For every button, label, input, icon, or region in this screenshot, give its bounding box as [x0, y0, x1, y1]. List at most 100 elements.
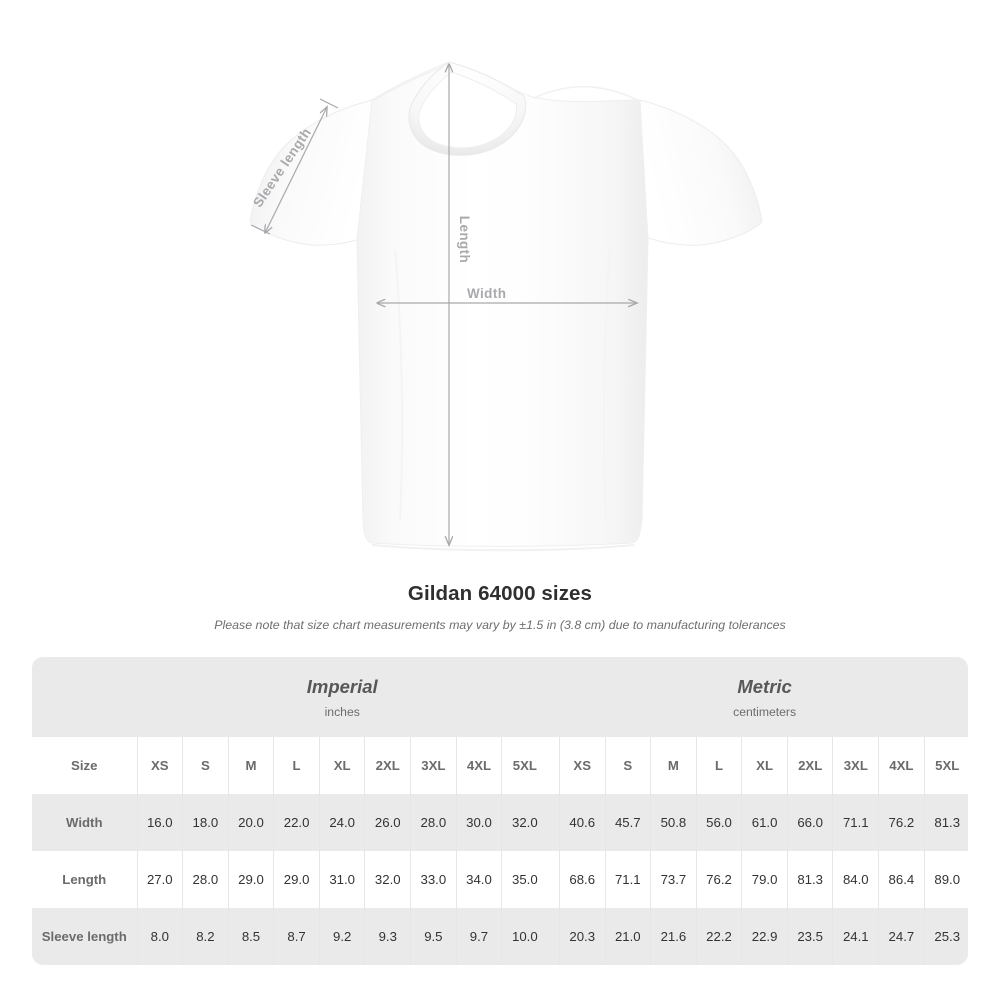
unit-header-metric: Metric centimeters [559, 657, 968, 737]
size-chart-table-wrapper: Imperial inches Metric centimeters Size XS S M L… [32, 657, 968, 965]
cell-width-imperial-xl: 24.0 [318, 794, 365, 851]
size-header-3xl: 3XL [410, 737, 457, 794]
double-arrow-diagonal-icon [250, 98, 339, 234]
cell-width-metric-4xl: 76.2 [878, 794, 925, 851]
table-row: Sleeve length 8.0 8.2 8.5 8.7 9.2 9.3 9.5 9.7 10.… [32, 908, 968, 965]
size-column-header: Size [32, 737, 137, 794]
cell-length-metric-xs: 68.6 [558, 851, 606, 908]
cell-width-imperial-xs: 16.0 [136, 794, 183, 851]
cell-length-imperial-xl: 31.0 [318, 851, 365, 908]
cell-width-metric-3xl: 71.1 [832, 794, 879, 851]
cell-length-metric-2xl: 81.3 [786, 851, 833, 908]
cell-width-imperial-s: 18.0 [182, 794, 229, 851]
cell-width-metric-l: 56.0 [695, 794, 742, 851]
size-header-m: M [227, 737, 274, 794]
cell-width-metric-s: 45.7 [604, 794, 651, 851]
page-title: Gildan 64000 sizes [407, 582, 593, 605]
cell-sleeve-length-imperial-4xl: 9.7 [455, 908, 502, 965]
unit-banner-row: Imperial inches Metric centimeters [32, 657, 968, 737]
length-label: Length [457, 215, 473, 264]
cell-length-metric-4xl: 86.4 [878, 851, 925, 908]
row-label: Width [32, 794, 137, 851]
cell-length-imperial-xs: 27.0 [136, 851, 183, 908]
cell-width-metric-m: 50.8 [650, 794, 697, 851]
row-label: Length [32, 851, 137, 908]
size-header-4xl: 4XL [878, 737, 925, 794]
size-header-2xl: 2XL [786, 737, 833, 794]
cell-length-imperial-3xl: 33.0 [410, 851, 457, 908]
cell-width-metric-xl: 61.0 [741, 794, 788, 851]
size-header-xs: XS [136, 737, 183, 794]
cell-sleeve-length-imperial-xs: 8.0 [136, 908, 183, 965]
unit-header-imperial: Imperial inches [137, 657, 548, 737]
size-header-s: S [604, 737, 651, 794]
cell-sleeve-length-metric-5xl: 25.3 [923, 908, 968, 965]
size-header-m: M [650, 737, 697, 794]
cell-length-metric-l: 76.2 [695, 851, 742, 908]
cell-length-imperial-l: 29.0 [273, 851, 320, 908]
size-header-row: Size XS S M L XL 2XL 3XL 4XL 5XL XS S M L XL 2XL 3XL 4XL 5… [32, 737, 968, 794]
cell-length-metric-3xl: 84.0 [832, 851, 879, 908]
unit-banner-spacer [32, 657, 137, 737]
unit-gap-cell [547, 794, 560, 851]
width-label: Width [467, 286, 507, 301]
cell-sleeve-length-metric-4xl: 24.7 [878, 908, 925, 965]
cell-length-metric-5xl: 89.0 [923, 851, 968, 908]
cell-width-metric-2xl: 66.0 [786, 794, 833, 851]
chart-caption: Gildan 64000 sizes Please note that size… [0, 582, 1000, 632]
cell-length-imperial-5xl: 35.0 [501, 851, 548, 908]
size-chart-table: Imperial inches Metric centimeters Size XS S M L… [32, 657, 968, 965]
cell-length-imperial-m: 29.0 [227, 851, 274, 908]
cell-sleeve-length-metric-m: 21.6 [650, 908, 697, 965]
cell-sleeve-length-metric-l: 22.2 [695, 908, 742, 965]
table-row: Length 27.0 28.0 29.0 29.0 31.0 32.0 33.0 34.0 35… [32, 851, 968, 908]
cell-sleeve-length-imperial-m: 8.5 [227, 908, 274, 965]
cell-length-imperial-2xl: 32.0 [364, 851, 411, 908]
cell-sleeve-length-imperial-2xl: 9.3 [364, 908, 411, 965]
unit-subtitle: centimeters [733, 704, 797, 719]
cell-sleeve-length-imperial-3xl: 9.5 [410, 908, 457, 965]
size-header-xl: XL [318, 737, 365, 794]
cell-length-metric-s: 71.1 [604, 851, 651, 908]
cell-sleeve-length-imperial-l: 8.7 [273, 908, 320, 965]
cell-sleeve-length-metric-2xl: 23.5 [786, 908, 833, 965]
size-header-l: L [273, 737, 320, 794]
cell-length-metric-m: 73.7 [650, 851, 697, 908]
cell-sleeve-length-imperial-xl: 9.2 [318, 908, 365, 965]
unit-gap-cell [547, 851, 560, 908]
unit-subtitle: inches [324, 704, 360, 719]
table-row: Width 16.0 18.0 20.0 22.0 24.0 26.0 28.0 30.0 32.… [32, 794, 968, 851]
tshirt-illustration-icon [249, 61, 763, 552]
unit-name: Metric [737, 675, 792, 697]
cell-width-imperial-m: 20.0 [227, 794, 274, 851]
size-header-2xl: 2XL [364, 737, 411, 794]
cell-sleeve-length-imperial-s: 8.2 [182, 908, 229, 965]
cell-sleeve-length-metric-s: 21.0 [604, 908, 651, 965]
cell-length-imperial-4xl: 34.0 [455, 851, 502, 908]
cell-sleeve-length-metric-3xl: 24.1 [832, 908, 879, 965]
size-header-l: L [695, 737, 742, 794]
cell-sleeve-length-metric-xs: 20.3 [558, 908, 606, 965]
cell-sleeve-length-imperial-5xl: 10.0 [501, 908, 548, 965]
size-header-xl: XL [741, 737, 788, 794]
cell-length-metric-xl: 79.0 [741, 851, 788, 908]
cell-width-imperial-4xl: 30.0 [455, 794, 502, 851]
cell-sleeve-length-metric-xl: 22.9 [741, 908, 788, 965]
unit-gap-cell [547, 737, 560, 794]
cell-width-imperial-3xl: 28.0 [410, 794, 457, 851]
size-header-5xl: 5XL [501, 737, 548, 794]
cell-length-imperial-s: 28.0 [182, 851, 229, 908]
cell-width-imperial-l: 22.0 [273, 794, 320, 851]
cell-width-imperial-5xl: 32.0 [501, 794, 548, 851]
unit-gap-cell [547, 908, 560, 965]
cell-width-imperial-2xl: 26.0 [364, 794, 411, 851]
tshirt-illustration: Sleeve length Length Width [249, 61, 763, 552]
cell-width-metric-xs: 40.6 [558, 794, 606, 851]
cell-width-metric-5xl: 81.3 [923, 794, 968, 851]
size-header-5xl: 5XL [923, 737, 968, 794]
unit-name: Imperial [306, 675, 378, 697]
size-header-3xl: 3XL [832, 737, 879, 794]
row-label: Sleeve length [32, 908, 137, 965]
unit-gap-cell [547, 657, 560, 737]
size-header-4xl: 4XL [455, 737, 502, 794]
